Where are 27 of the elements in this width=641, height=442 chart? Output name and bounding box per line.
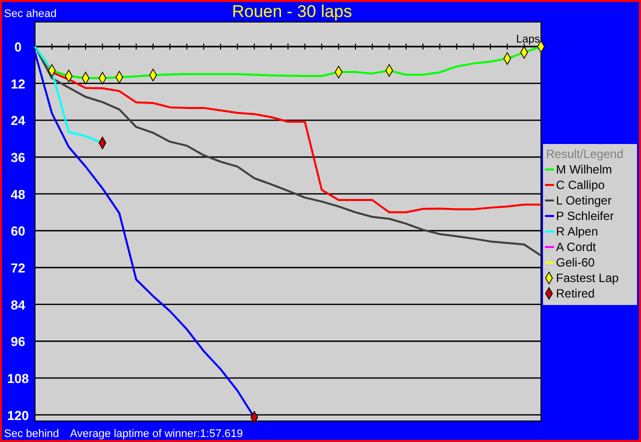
line-series <box>34 46 542 257</box>
y-tick-label: 0 <box>14 40 22 55</box>
legend-label: Fastest Lap <box>556 271 620 285</box>
text: Average laptime of winner:1:57.619 <box>70 428 243 440</box>
legend-label: R Alpen <box>556 224 598 238</box>
legend-label: Geli-60 <box>556 256 596 270</box>
legend-label: L Oetinger <box>556 194 612 208</box>
legend-label: Retired <box>556 286 595 300</box>
y-tick-label: 60 <box>10 224 26 239</box>
y-tick-label: 84 <box>10 297 26 312</box>
y-tick-label: 36 <box>10 150 26 166</box>
legend-label: M Wilhelm <box>556 162 612 176</box>
y-tick-label: 24 <box>10 113 26 128</box>
legend-title: Result/Legend <box>546 147 624 161</box>
y-tick-label: 96 <box>10 334 26 350</box>
y-axis-title: Sec ahead <box>4 8 57 20</box>
legend-label: P Schleifer <box>556 209 614 223</box>
text: Sec behind <box>4 428 60 440</box>
x-axis-title: Laps <box>516 34 540 46</box>
chart-title: Rouen - 30 laps <box>232 2 352 21</box>
legend-label: A Cordt <box>556 240 597 254</box>
y-tick-label: 48 <box>10 186 26 202</box>
y-tick-label: 72 <box>10 260 26 276</box>
y-tick-label: 108 <box>7 371 29 386</box>
legend-label: C Callipo <box>556 178 606 192</box>
y-tick-label: 12 <box>10 76 26 92</box>
y-tick-label: 120 <box>7 408 29 423</box>
